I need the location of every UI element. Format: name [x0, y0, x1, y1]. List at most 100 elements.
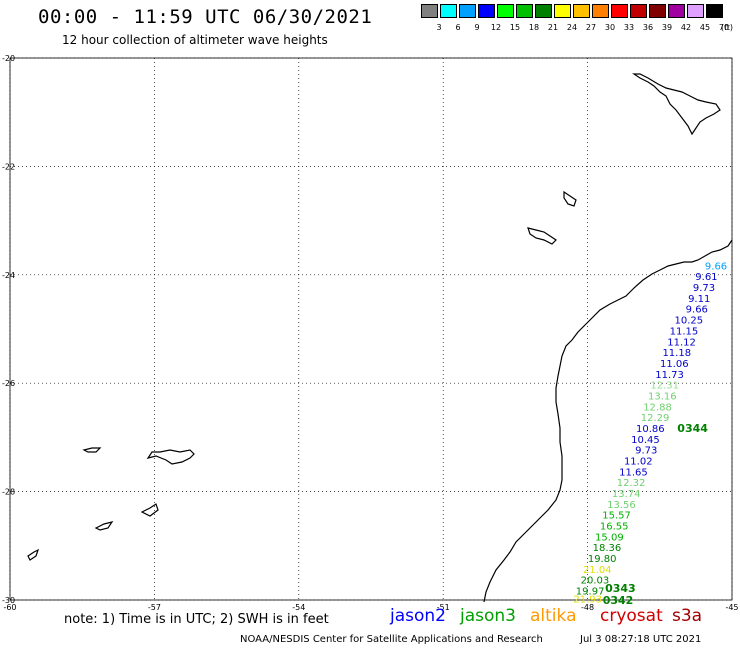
wave-height-value: 9.73 [693, 283, 715, 294]
wave-height-value: 13.74 [612, 489, 641, 500]
wave-height-labels: 9.669.619.739.119.6610.2511.1511.1211.18… [573, 261, 727, 606]
legend-swatch [687, 4, 704, 18]
legend-label: 15 [509, 23, 521, 32]
legend-label: 70 [718, 23, 730, 32]
wave-height-value: 21.93 [573, 595, 602, 606]
wave-height-value: 19.80 [588, 554, 617, 565]
legend-label: 24 [566, 23, 578, 32]
legend-swatch [668, 4, 685, 18]
lon-label: -48 [581, 603, 594, 612]
wave-height-value: 9.11 [688, 294, 710, 305]
legend-label: 27 [585, 23, 597, 32]
lon-label: -60 [3, 603, 16, 612]
legend-swatch [497, 4, 514, 18]
lon-label: -57 [148, 603, 161, 612]
wave-height-value: 12.88 [643, 402, 672, 413]
footer-note: note: 1) Time is in UTC; 2) SWH is in fe… [64, 612, 329, 627]
lat-label: -20 [2, 54, 15, 63]
lat-label: -22 [2, 162, 15, 171]
pass-time-label: 0342 [603, 594, 634, 607]
legend-label: 36 [642, 23, 654, 32]
wave-height-value: 11.06 [660, 359, 689, 370]
legend-swatch [459, 4, 476, 18]
legend-swatch [611, 4, 628, 18]
wave-height-value: 9.61 [695, 272, 717, 283]
wave-height-value: 11.18 [662, 348, 691, 359]
wave-height-value: 12.31 [650, 381, 679, 392]
wave-height-value: 9.66 [705, 261, 727, 272]
satellite-name: jason3 [460, 606, 516, 626]
legend-label: 12 [490, 23, 502, 32]
satellite-name: jason2 [390, 606, 446, 626]
wave-height-value: 16.55 [600, 522, 629, 533]
legend-label: 21 [547, 23, 559, 32]
wave-height-value: 11.02 [624, 457, 653, 468]
wave-height-value: 13.56 [607, 500, 636, 511]
wave-height-value: 13.16 [648, 391, 677, 402]
wave-height-value: 15.57 [602, 511, 631, 522]
legend-swatch [592, 4, 609, 18]
pass-time-label: 0343 [605, 582, 636, 595]
generation-date: Jul 3 08:27:18 UTC 2021 [580, 634, 702, 645]
legend-label: 45 [699, 23, 711, 32]
wave-height-value: 20.03 [581, 576, 610, 587]
page-title: 00:00 - 11:59 UTC 06/30/2021 [38, 6, 373, 28]
legend-swatch [440, 4, 457, 18]
coastline-island-g [27, 548, 40, 561]
coastline-brazil [483, 239, 733, 603]
lon-label: -51 [437, 603, 450, 612]
wave-height-value: 12.29 [641, 413, 670, 424]
lat-label: -26 [2, 379, 15, 388]
legend-swatch [630, 4, 647, 18]
legend-label: 18 [528, 23, 540, 32]
legend-swatch [573, 4, 590, 18]
legend-swatch [554, 4, 571, 18]
coastline-island-c [527, 227, 557, 245]
coastline-island-e [140, 503, 159, 517]
wave-height-value: 10.86 [636, 424, 665, 435]
wave-height-value: 11.12 [667, 337, 696, 348]
legend-label: 6 [455, 23, 461, 32]
legend-label: 33 [623, 23, 635, 32]
wave-height-value: 10.25 [674, 316, 703, 327]
legend-swatch [516, 4, 533, 18]
wave-height-value: 9.73 [635, 446, 657, 457]
lat-label: -24 [2, 271, 15, 280]
legend-swatch [478, 4, 495, 18]
wave-height-value: 12.32 [617, 478, 646, 489]
wave-height-value: 10.45 [631, 435, 660, 446]
lon-label: -45 [725, 603, 738, 612]
legend-swatch [649, 4, 666, 18]
page-subtitle: 12 hour collection of altimeter wave hei… [62, 33, 328, 47]
lat-label: -28 [2, 488, 15, 497]
lat-label: -30 [2, 596, 15, 605]
lon-label: -54 [292, 603, 305, 612]
legend-label: 42 [680, 23, 692, 32]
pass-time-label: 0344 [677, 422, 708, 435]
coastline-island-b [563, 190, 577, 207]
wave-height-value: 19.97 [576, 587, 605, 598]
wave-height-value: 18.36 [593, 543, 622, 554]
coastline-island-f [94, 521, 114, 531]
wave-height-value: 11.15 [670, 326, 699, 337]
legend-label: 39 [661, 23, 673, 32]
credit-line: NOAA/NESDIS Center for Satellite Applica… [240, 634, 543, 645]
legend-swatch [706, 4, 723, 18]
wave-height-value: 15.09 [595, 532, 624, 543]
legend-label: 3 [436, 23, 442, 32]
wave-height-value: 21.04 [583, 565, 612, 576]
graticule: -20 -22 -24 -26 -28 -30-60 -57 -54 -51 -48 -45 [2, 54, 739, 612]
satellite-name: s3a [672, 606, 703, 626]
coastline-island-a [632, 73, 721, 136]
wave-height-value: 11.65 [619, 467, 648, 478]
coastline-island-h [82, 447, 102, 453]
satellite-name: cryosat [600, 606, 663, 626]
legend-label: 9 [474, 23, 480, 32]
wave-height-value: 11.73 [655, 370, 684, 381]
legend-swatch [535, 4, 552, 18]
legend-label: 30 [604, 23, 616, 32]
wave-height-value: 9.66 [686, 305, 708, 316]
coastline [27, 73, 733, 603]
legend-swatch [421, 4, 438, 18]
